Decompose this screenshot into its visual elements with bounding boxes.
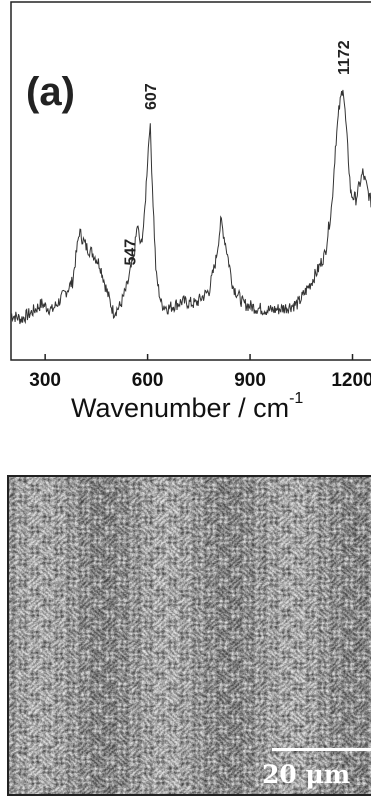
peak-label: 607 [143,83,160,110]
x-axis-label-main: Wavenumber / cm [71,393,290,423]
spectrum-line [10,89,371,325]
spectrum-svg: 300 600 900 1200 (a) 547 607 1172 [10,1,371,391]
x-tick-label: 1200 [331,370,371,391]
x-tick-label: 600 [132,370,164,391]
micrograph-texture [9,477,371,794]
x-axis-label-exponent: -1 [289,390,304,407]
peak-label: 547 [123,239,140,266]
scale-bar [272,748,371,751]
plot-frame [10,1,371,361]
x-tick-label: 900 [234,370,266,391]
raman-spectrum-chart: 300 600 900 1200 (a) 547 607 1172 Wavenumber / … [10,1,371,424]
x-tick-label: 300 [29,370,61,391]
micrograph-image: 20 μm [7,475,371,796]
peak-label: 1172 [336,40,353,75]
scale-bar-label: 20 μm [262,760,351,789]
panel-label: (a) [26,70,75,114]
x-axis-label: Wavenumber / cm-1 [71,390,304,424]
